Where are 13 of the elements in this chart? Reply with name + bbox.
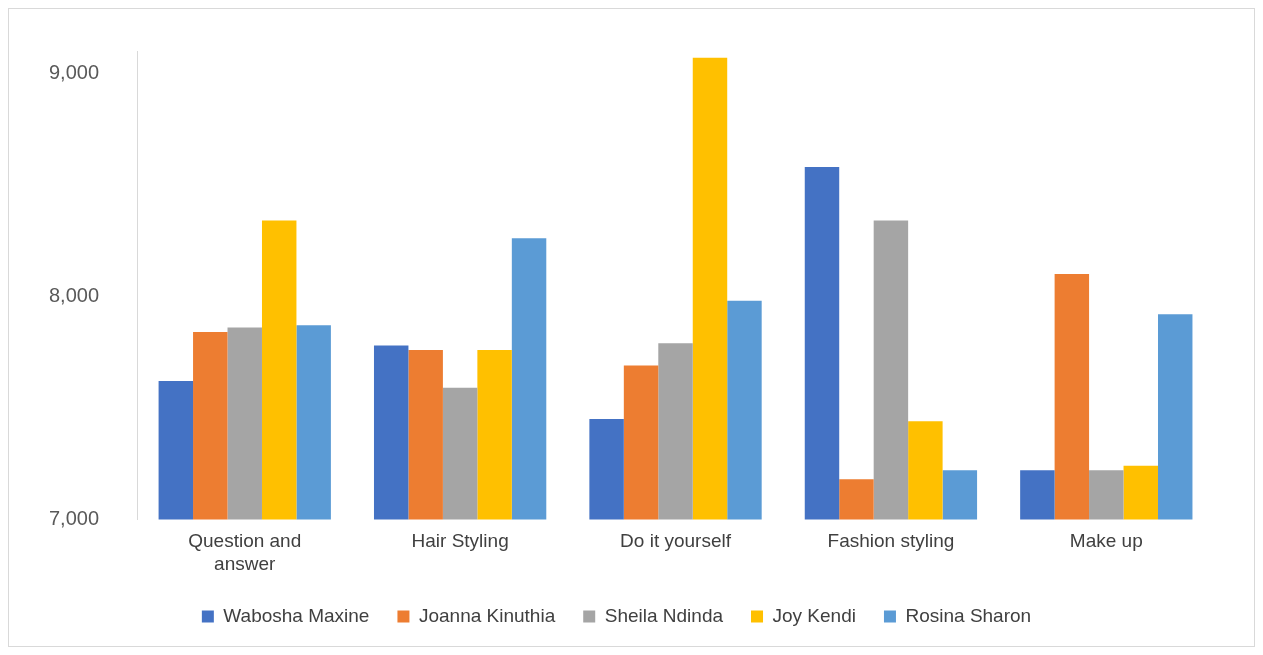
legend-label: Joy Kendi [772,604,856,626]
x-tick-label: Hair Styling [411,530,509,552]
y-tick-label: 7,000 [48,506,100,529]
y-tick-label: 9,000 [48,60,100,83]
legend-label: Sheila Ndinda [604,604,724,626]
x-tick-label: Make up [1069,530,1143,552]
legend-label: Rosina Sharon [905,604,1032,626]
y-tick-label: 8,000 [48,283,100,306]
x-tick-label: Fashion styling [827,530,955,552]
x-tick-label: Question and answer [188,530,302,574]
x-tick-label: Do it yourself [620,530,732,552]
legend-label: Wabosha Maxine [223,604,370,626]
legend-label: Joanna Kinuthia [418,604,556,626]
